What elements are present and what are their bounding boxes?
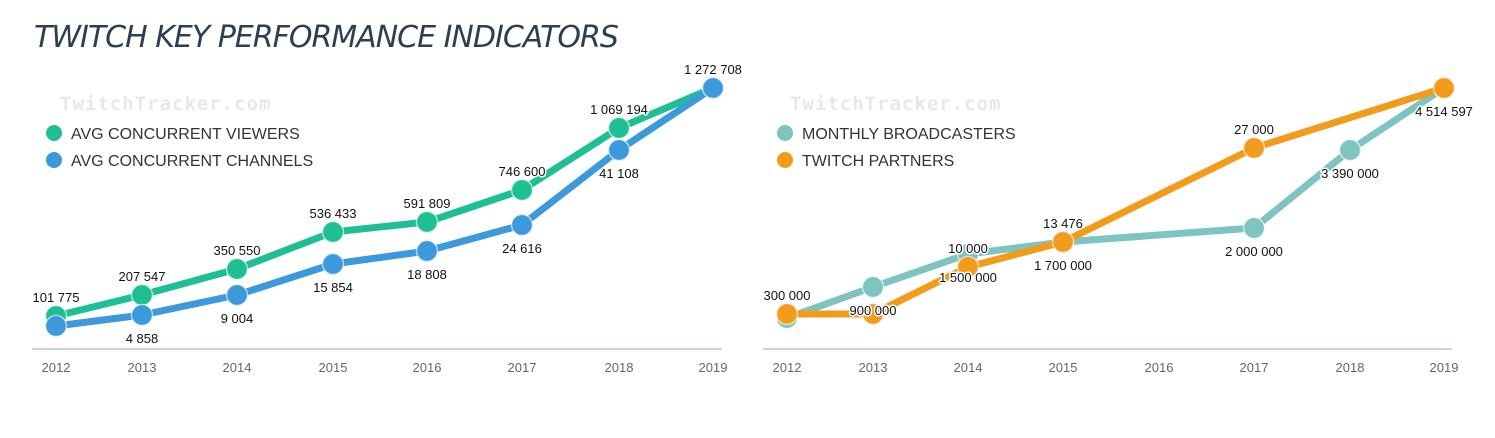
x-tick-label: 2018 (1336, 360, 1365, 375)
page-title: TWITCH KEY PERFORMANCE INDICATORS (34, 20, 619, 55)
legend-label: AVG CONCURRENT CHANNELS (71, 153, 313, 170)
data-point (1051, 230, 1075, 254)
data-label: 10 000 (948, 241, 988, 256)
data-point (130, 303, 154, 327)
data-point (44, 314, 68, 338)
data-label: 207 547 (119, 269, 166, 284)
data-point (415, 210, 439, 234)
x-tick-label: 2013 (859, 360, 888, 375)
data-point (1338, 138, 1362, 162)
data-point (1432, 76, 1456, 100)
data-point (225, 283, 249, 307)
data-label: 746 600 (499, 164, 546, 179)
data-label: 1 700 000 (1034, 258, 1092, 273)
legend-label: TWITCH PARTNERS (802, 153, 954, 170)
x-tick-label: 2012 (42, 360, 71, 375)
data-label: 536 433 (310, 206, 357, 221)
data-point (321, 220, 345, 244)
data-point (607, 138, 631, 162)
data-point (956, 255, 980, 279)
series-line (52, 84, 717, 330)
data-label: 300 000 (764, 288, 811, 303)
x-tick-label: 2019 (699, 360, 728, 375)
legend-marker (46, 125, 62, 141)
x-tick-label: 2015 (319, 360, 348, 375)
data-point (225, 257, 249, 281)
x-tick-label: 2012 (773, 360, 802, 375)
x-tick-label: 2013 (128, 360, 157, 375)
data-label: 900 000 (850, 303, 897, 318)
data-label: 2 000 000 (1225, 244, 1283, 259)
x-tick-label: 2015 (1049, 360, 1078, 375)
data-point (861, 275, 885, 299)
legend-marker (46, 152, 62, 168)
data-label: 350 550 (214, 243, 261, 258)
data-label: 27 000 (1234, 122, 1274, 137)
x-tick-label: 2018 (605, 360, 634, 375)
data-point (510, 213, 534, 237)
data-label: 101 775 (33, 290, 80, 305)
data-label: 1 500 000 (939, 270, 997, 285)
data-point (1242, 216, 1266, 240)
data-label: 15 854 (313, 280, 353, 295)
legend-marker (777, 152, 793, 168)
data-label: 4 514 597 (1415, 104, 1473, 119)
x-tick-label: 2017 (1240, 360, 1269, 375)
data-point (415, 239, 439, 263)
data-label: 1 069 194 (590, 102, 648, 117)
legend-label: AVG CONCURRENT VIEWERS (71, 126, 300, 143)
data-label: 18 808 (407, 267, 447, 282)
legend-marker (777, 125, 793, 141)
data-point (861, 302, 885, 326)
data-point (775, 302, 799, 326)
data-label: 4 858 (126, 331, 159, 346)
data-point (510, 178, 534, 202)
data-label: 9 004 (221, 311, 254, 326)
x-tick-label: 2014 (954, 360, 983, 375)
data-label: 1 272 708 (684, 62, 742, 77)
data-point (321, 252, 345, 276)
x-tick-label: 2014 (223, 360, 252, 375)
watermark-text: TwitchTracker.com (60, 93, 271, 115)
watermark-text: TwitchTracker.com (790, 93, 1001, 115)
data-point (1242, 136, 1266, 160)
x-tick-label: 2019 (1430, 360, 1459, 375)
data-point (701, 76, 725, 100)
series-line (52, 84, 717, 320)
data-label: 3 390 000 (1321, 166, 1379, 181)
x-tick-label: 2016 (1145, 360, 1174, 375)
legend-label: MONTHLY BROADCASTERS (802, 126, 1016, 143)
data-label: 41 108 (599, 166, 639, 181)
data-label: 24 616 (502, 241, 542, 256)
x-tick-label: 2016 (413, 360, 442, 375)
x-tick-label: 2017 (508, 360, 537, 375)
series-line (783, 84, 1448, 318)
data-label: 591 809 (404, 196, 451, 211)
data-point (607, 116, 631, 140)
data-label: 13 476 (1043, 216, 1083, 231)
